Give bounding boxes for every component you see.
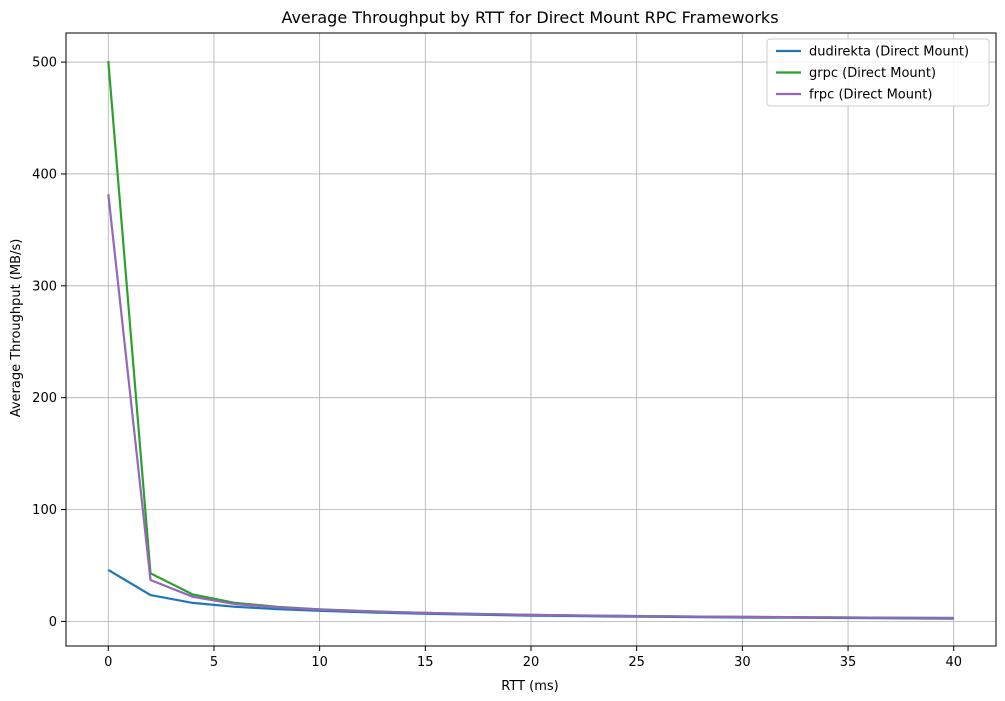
x-tick-label: 40 bbox=[945, 655, 962, 670]
x-tick-label: 25 bbox=[628, 655, 645, 670]
x-tick-label: 30 bbox=[734, 655, 751, 670]
x-tick-label: 20 bbox=[523, 655, 540, 670]
series-layer bbox=[107, 60, 954, 620]
legend-label: dudirekta (Direct Mount) bbox=[809, 45, 969, 60]
x-tick-label: 10 bbox=[311, 655, 328, 670]
y-tick-label: 500 bbox=[32, 56, 57, 71]
x-axis-label: RTT (ms) bbox=[501, 679, 558, 694]
y-axis-label: Average Throughput (MB/s) bbox=[9, 239, 24, 418]
chart-title: Average Throughput by RTT for Direct Mou… bbox=[281, 8, 778, 27]
x-tick-label: 5 bbox=[210, 655, 218, 670]
x-tick-label: 15 bbox=[417, 655, 434, 670]
legend: dudirekta (Direct Mount) grpc (Direct Mou… bbox=[766, 38, 990, 107]
y-tick-label: 0 bbox=[49, 615, 57, 630]
y-axis: 0 100 200 300 400 500 bbox=[32, 56, 66, 630]
series-line-2 bbox=[107, 193, 954, 620]
y-tick-label: 400 bbox=[32, 167, 57, 182]
legend-box bbox=[766, 38, 990, 107]
y-tick-label: 300 bbox=[32, 279, 57, 294]
grid bbox=[66, 33, 996, 646]
y-tick-label: 100 bbox=[32, 503, 57, 518]
legend-label: frpc (Direct Mount) bbox=[809, 88, 932, 103]
legend-label: grpc (Direct Mount) bbox=[809, 66, 936, 81]
x-tick-label: 0 bbox=[104, 655, 112, 670]
x-tick-label: 35 bbox=[840, 655, 857, 670]
x-axis: 0 5 10 15 20 25 30 35 40 bbox=[104, 646, 962, 670]
y-tick-label: 200 bbox=[32, 391, 57, 406]
